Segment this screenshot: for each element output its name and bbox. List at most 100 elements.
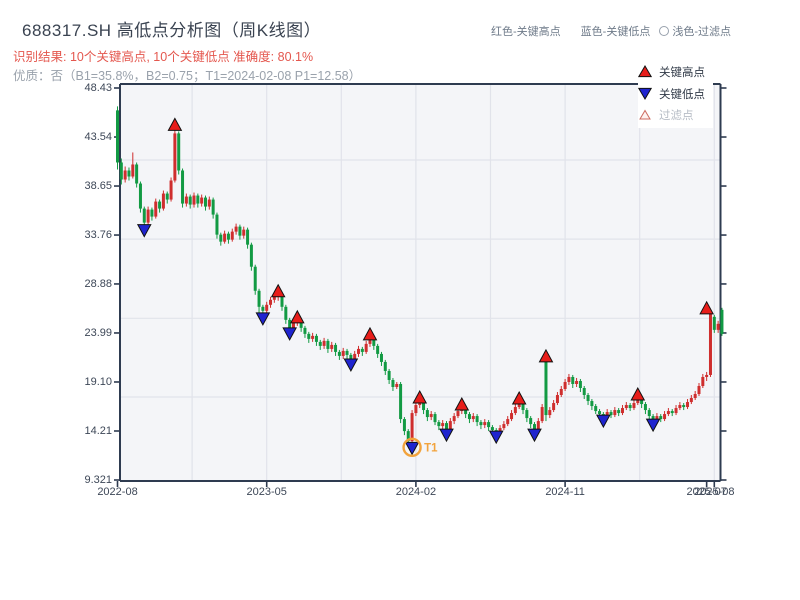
candle-body xyxy=(422,401,426,411)
candle-body xyxy=(502,424,506,429)
candle-body xyxy=(215,214,219,235)
candle-body xyxy=(464,408,468,415)
candle-body xyxy=(257,290,261,307)
candle-body xyxy=(135,164,139,184)
candle-body xyxy=(640,399,644,405)
candle-body xyxy=(330,344,334,349)
y-axis-tick-label: 23.99 xyxy=(84,326,112,339)
candle-body xyxy=(391,379,395,387)
candle-body xyxy=(659,416,663,420)
candle-body xyxy=(425,410,429,418)
candle-body xyxy=(513,407,517,414)
quality-summary-text: 优质：否（B1=35.8%，B2=0.75；T1=2024-02-08 P1=1… xyxy=(13,69,362,83)
candle-body xyxy=(628,405,632,409)
candle-body xyxy=(161,193,165,209)
candle-body xyxy=(219,234,223,242)
kline-chart: T1 48.43 43.54 38.65 33.76 28.88 23.99 19.10 14… xyxy=(84,61,735,498)
candle-body xyxy=(119,162,123,180)
candle-body xyxy=(334,344,338,352)
candle-body xyxy=(322,340,326,346)
candle-body xyxy=(555,395,559,404)
candle-body xyxy=(594,406,598,412)
candle-body xyxy=(609,412,613,416)
key-high-marker xyxy=(167,117,183,131)
legend-item-key-high: 关键高点 xyxy=(638,61,713,82)
outline-triangle-icon xyxy=(639,109,651,120)
candle-body xyxy=(177,133,181,171)
candle-body xyxy=(246,229,250,245)
candle-body xyxy=(643,404,647,411)
plot-area xyxy=(120,84,721,481)
candle-body xyxy=(242,229,246,236)
candle-body xyxy=(360,348,364,352)
candle-body xyxy=(345,350,349,355)
candle-body xyxy=(406,431,410,442)
candle-body xyxy=(364,343,368,352)
candle-body xyxy=(307,333,311,339)
candle-body xyxy=(471,416,475,420)
legend-key-high-label: 关键高点 xyxy=(659,66,705,79)
legend-key-low-label: 关键低点 xyxy=(659,88,705,101)
top-legend-high-label: 红色-关键高点 xyxy=(490,26,561,38)
candle-body xyxy=(452,416,456,422)
candle-body xyxy=(693,394,697,399)
candle-body xyxy=(376,345,380,354)
candle-body xyxy=(249,244,253,267)
candle-body xyxy=(563,381,567,389)
candle-body xyxy=(701,376,705,386)
candle-body xyxy=(123,170,127,180)
candle-body xyxy=(590,401,594,407)
candle-body xyxy=(337,351,341,356)
candle-body xyxy=(395,383,399,387)
red-up-triangle-icon xyxy=(638,65,652,78)
candle-body xyxy=(200,197,204,204)
key-high-marker xyxy=(699,300,714,315)
candle-body xyxy=(689,398,693,403)
candle-body xyxy=(529,418,533,425)
key-high-marker xyxy=(538,348,554,363)
candle-body xyxy=(372,338,376,346)
candle-body xyxy=(288,319,292,329)
candle-body xyxy=(318,341,322,346)
x-axis-tick-label: 2022-08 xyxy=(97,486,138,498)
candle-body xyxy=(269,299,273,305)
candle-body xyxy=(708,313,712,375)
candle-body xyxy=(437,422,441,427)
candle-body xyxy=(303,327,307,334)
candle-body xyxy=(211,199,215,215)
candle-body xyxy=(196,195,200,204)
candle-body xyxy=(487,422,491,428)
y-axis-tick-label: 43.54 xyxy=(84,131,112,143)
candle-body xyxy=(429,414,433,418)
candle-body xyxy=(169,180,173,200)
candle-body xyxy=(226,233,230,240)
x-axis-tick-label: 2025-07 xyxy=(686,486,727,498)
legend-item-key-low: 关键低点 xyxy=(638,83,705,104)
key-high-marker xyxy=(630,386,646,401)
key-high-marker xyxy=(362,326,378,341)
candle-body xyxy=(383,361,387,371)
candle-body xyxy=(445,423,449,431)
candle-body xyxy=(682,405,686,408)
candle-body xyxy=(686,402,690,408)
y-axis-tick-label: 28.88 xyxy=(84,277,112,290)
candle-body xyxy=(291,322,295,329)
candle-body xyxy=(678,405,682,409)
candle-body xyxy=(456,411,460,417)
y-axis-tick-label: 38.65 xyxy=(84,180,112,193)
t1-circle-annotation xyxy=(402,437,422,458)
candle-body xyxy=(716,323,720,330)
candle-body xyxy=(173,133,177,181)
candle-body xyxy=(575,380,579,384)
candle-body xyxy=(559,388,563,396)
candle-body xyxy=(272,296,276,300)
candle-body xyxy=(479,422,483,426)
candle-body xyxy=(506,419,510,425)
candle-body xyxy=(368,338,372,344)
candle-body xyxy=(207,199,211,207)
x-axis-tick-label: 2025-08 xyxy=(694,486,735,498)
candle-body xyxy=(617,410,621,414)
x-axis-tick-label: 2024-02 xyxy=(395,486,437,498)
candle-body xyxy=(238,226,242,236)
